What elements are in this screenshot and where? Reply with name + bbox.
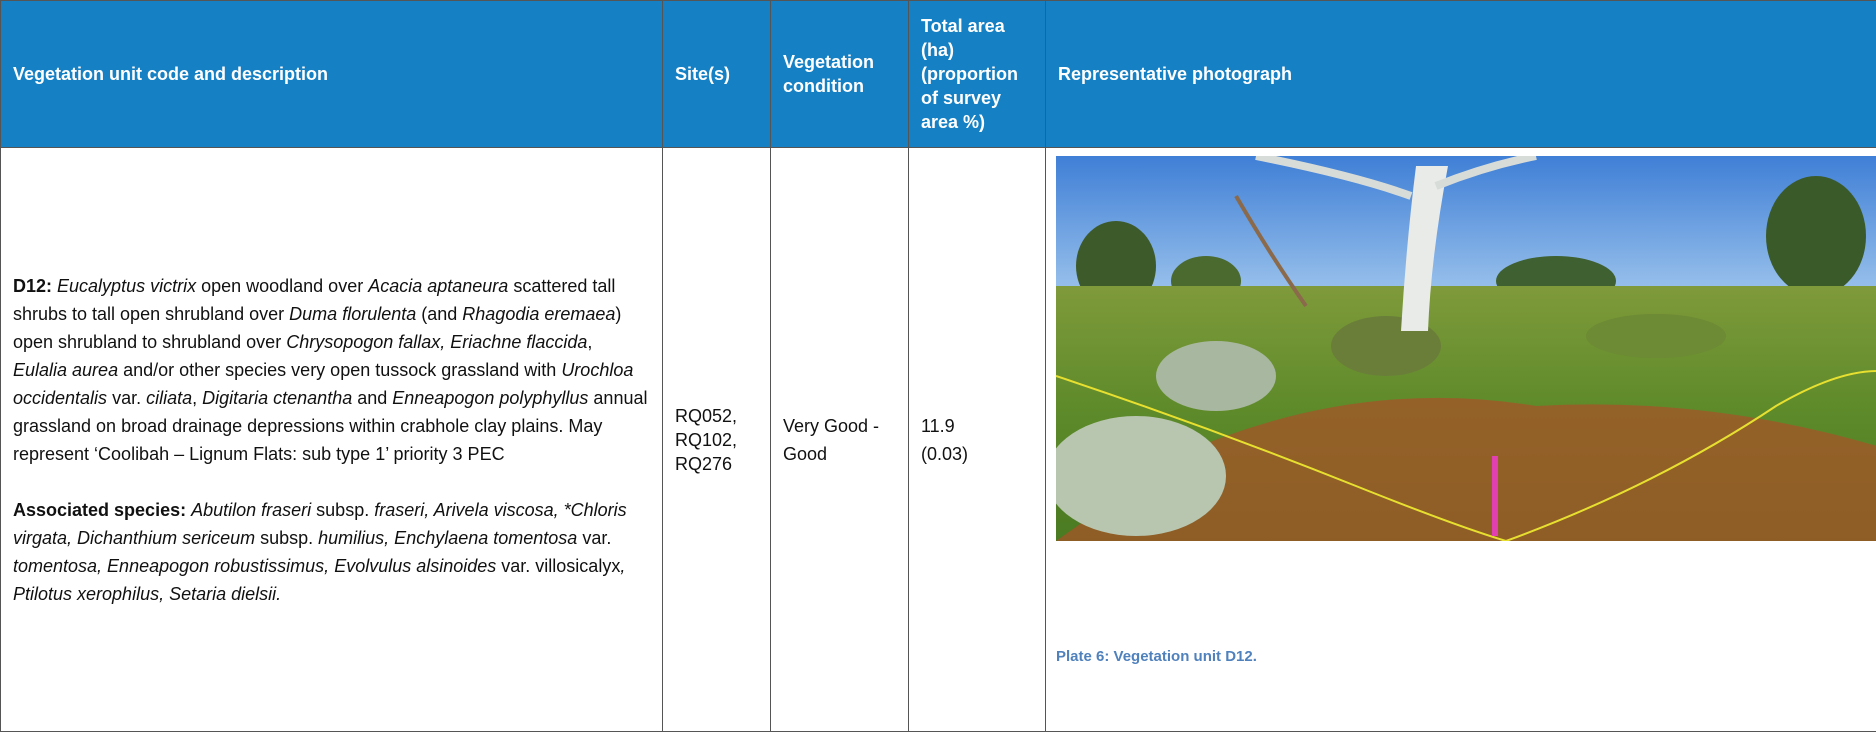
- text: Acacia aptaneura: [368, 275, 509, 296]
- text: (and: [416, 303, 463, 324]
- text: Associated species:: [13, 499, 187, 520]
- text: humilius, Enchylaena tomentosa: [318, 527, 578, 548]
- text: D12:: [13, 275, 53, 296]
- site: RQ276: [675, 453, 733, 474]
- header-cell: Vegetation unit code and description: [0, 0, 663, 148]
- text: Digitaria ctenantha: [202, 387, 353, 408]
- text: var.: [107, 387, 147, 408]
- text: Eulalia aurea: [13, 359, 119, 380]
- sites-cell: RQ052, RQ102, RQ276: [662, 147, 771, 732]
- text: and/or other species very open tussock g…: [118, 359, 562, 380]
- condition-cell: Very Good - Good: [770, 147, 909, 732]
- text: ) open shrubland to shrubland over: [13, 303, 622, 352]
- description: D12: Eucalyptus victrix open woodland ov…: [13, 272, 650, 468]
- site: RQ102,: [675, 429, 738, 450]
- text: Enneapogon polyphyllus: [392, 387, 589, 408]
- text: Abutilon fraseri: [191, 499, 312, 520]
- header-cell: Representative photograph: [1045, 0, 1876, 148]
- description-cell: D12: Eucalyptus victrix open woodland ov…: [0, 147, 663, 732]
- site: RQ052,: [675, 405, 738, 426]
- text: ciliata: [146, 387, 193, 408]
- text: Duma florulenta: [289, 303, 417, 324]
- text: Eucalyptus victrix: [57, 275, 197, 296]
- text: var.: [577, 527, 612, 548]
- proportion: (0.03): [921, 443, 969, 464]
- text: scattered tall shrubs to tall open shrub…: [13, 275, 616, 324]
- text: ,: [192, 387, 203, 408]
- area: 11.9: [921, 415, 955, 436]
- body-row: D12: Eucalyptus victrix open woodland ov…: [0, 147, 1876, 732]
- text: tomentosa, Enneapogon robustissimus, Evo…: [13, 555, 497, 576]
- photo-cell: Plate 6: Vegetation unit D12.: [1045, 147, 1876, 732]
- text: ,: [587, 331, 593, 352]
- area-cell: 11.9 (0.03): [908, 147, 1046, 732]
- text: subsp.: [255, 527, 319, 548]
- header-cell: Total area (ha) (proportion of survey ar…: [908, 0, 1046, 148]
- text: Urochloa occidentalis: [13, 359, 634, 408]
- associated-species: Associated species: Abutilon fraseri sub…: [13, 496, 650, 608]
- header-cell: Site(s): [662, 0, 771, 148]
- text: , Ptilotus xerophilus, Setaria dielsii.: [13, 555, 626, 604]
- text: annual grassland on broad drainage depre…: [13, 387, 648, 464]
- text: open woodland over: [196, 275, 369, 296]
- header-row: Vegetation unit code and description Sit…: [0, 0, 1876, 148]
- text: subsp.: [311, 499, 375, 520]
- photograph: [1056, 156, 1876, 541]
- photo-caption: Plate 6: Vegetation unit D12.: [1056, 648, 1257, 665]
- text: Chrysopogon fallax, Eriachne flaccida: [286, 331, 588, 352]
- text: Rhagodia eremaea: [462, 303, 616, 324]
- text: and: [352, 387, 393, 408]
- text: var. villosicalyx: [496, 555, 621, 576]
- text: fraseri, Arivela viscosa, *Chloris virga…: [13, 499, 627, 548]
- header-cell: Vegetation condition: [770, 0, 909, 148]
